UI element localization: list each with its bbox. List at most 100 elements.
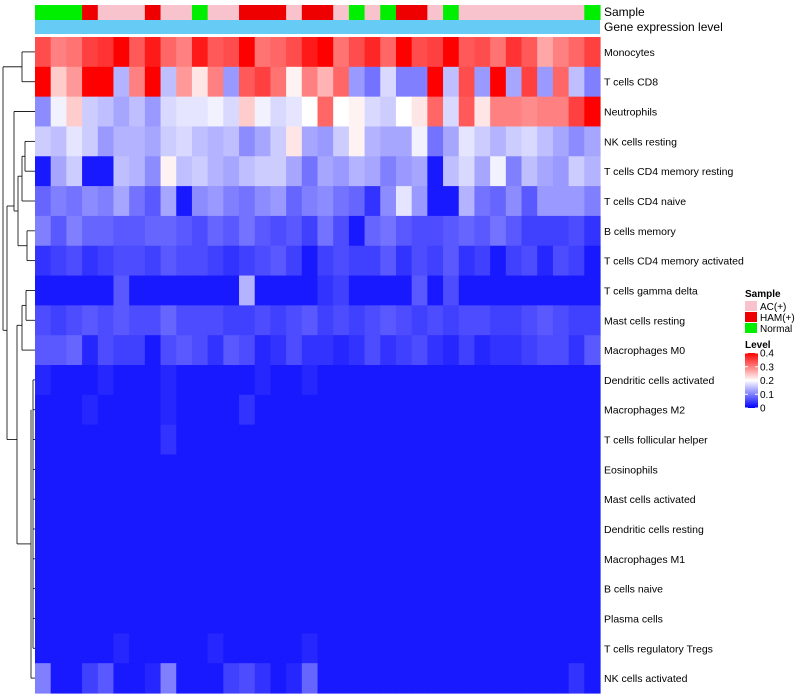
heatmap-cell <box>97 186 115 217</box>
heatmap-cell <box>521 186 538 217</box>
heatmap-cell <box>333 633 350 664</box>
heatmap-cell <box>411 126 428 157</box>
heatmap-cell <box>458 66 476 98</box>
heatmap-cell <box>207 573 224 605</box>
heatmap-cell <box>113 215 130 247</box>
heatmap-cell <box>66 454 83 485</box>
heatmap-cell <box>458 96 476 128</box>
heatmap-cell <box>458 394 476 426</box>
heatmap-cell <box>207 96 224 128</box>
heatmap-cell <box>223 633 240 664</box>
heatmap-cell <box>207 156 224 187</box>
heatmap-cell <box>254 454 272 485</box>
heatmap-cell <box>443 186 460 217</box>
heatmap-cell <box>584 305 601 336</box>
heatmap-cell <box>301 454 319 485</box>
heatmap-cell <box>50 454 67 485</box>
heatmap-cell <box>50 484 67 515</box>
heatmap-cell <box>317 514 334 545</box>
heatmap-cell <box>411 156 428 187</box>
heatmap-cell <box>129 275 146 306</box>
heatmap-cell <box>505 335 523 366</box>
heatmap-cell <box>191 96 209 128</box>
heatmap-cell <box>505 633 523 664</box>
heatmap-cell <box>552 156 570 187</box>
heatmap-cell <box>348 484 366 515</box>
heatmap-cell <box>223 245 240 277</box>
heatmap-cell <box>50 514 67 545</box>
heatmap-cell <box>160 603 177 634</box>
heatmap-cell <box>443 37 460 68</box>
heatmap-cell <box>490 126 507 157</box>
heatmap-cell <box>207 424 224 456</box>
heatmap-cell <box>223 335 240 366</box>
heatmap-cell <box>505 66 523 98</box>
heatmap-cell <box>395 275 413 306</box>
heatmap-cell <box>505 215 523 247</box>
heatmap-cell <box>191 424 209 456</box>
heatmap-cell <box>35 514 52 545</box>
heatmap-cell <box>270 663 287 694</box>
heatmap-cell <box>35 663 52 694</box>
heatmap-cell <box>254 96 272 128</box>
heatmap-cell <box>395 633 413 664</box>
heatmap-cell <box>301 543 319 575</box>
heatmap-cell <box>474 245 491 277</box>
heatmap-cell <box>317 394 334 426</box>
heatmap-cell <box>191 365 209 396</box>
heatmap-cell <box>552 424 570 456</box>
sample-annotation-cell <box>552 5 570 20</box>
heatmap-cell <box>364 543 381 575</box>
heatmap-cell <box>568 156 585 187</box>
heatmap-cell <box>317 37 334 68</box>
heatmap-cell <box>490 603 507 634</box>
heatmap-cell <box>427 96 444 128</box>
heatmap-cell <box>270 96 287 128</box>
sample-annotation-cell <box>239 5 256 20</box>
heatmap-cell <box>458 37 476 68</box>
heatmap-cell <box>50 156 67 187</box>
heatmap-cell <box>35 543 52 575</box>
heatmap-cell <box>427 514 444 545</box>
sample-annotation-cell <box>97 5 115 20</box>
sample-annotation-cell <box>301 5 319 20</box>
sample-annotation-cell <box>364 5 381 20</box>
heatmap-cell <box>427 335 444 366</box>
sample-annotation-cell <box>568 5 585 20</box>
heatmap-cell <box>82 663 99 694</box>
heatmap-cell <box>270 126 287 157</box>
heatmap-cell <box>270 543 287 575</box>
heatmap-cell <box>584 66 601 98</box>
heatmap-cell <box>35 365 52 396</box>
heatmap-cell <box>270 484 287 515</box>
row-label: Eosinophils <box>604 464 658 476</box>
heatmap-cell <box>113 186 130 217</box>
heatmap-cell <box>537 245 554 277</box>
heatmap-cell <box>239 215 256 247</box>
heatmap-cell <box>160 66 177 98</box>
heatmap-cell <box>317 573 334 605</box>
heatmap-cell <box>113 603 130 634</box>
heatmap-cell <box>364 573 381 605</box>
heatmap-cell <box>584 365 601 396</box>
heatmap-cell <box>82 484 99 515</box>
heatmap-cell <box>584 275 601 306</box>
heatmap-cell <box>380 633 397 664</box>
heatmap-cell <box>474 365 491 396</box>
heatmap-cell <box>568 245 585 277</box>
heatmap-cell <box>364 215 381 247</box>
heatmap-cell <box>537 603 554 634</box>
heatmap-cell <box>286 484 303 515</box>
heatmap-cell <box>144 275 162 306</box>
heatmap-cell <box>584 573 601 605</box>
row-label: Monocytes <box>604 47 655 59</box>
heatmap-cell <box>505 573 523 605</box>
heatmap-cell <box>144 484 162 515</box>
heatmap-cell <box>270 514 287 545</box>
heatmap-cell <box>443 394 460 426</box>
sample-annotation-cell <box>380 5 397 20</box>
heatmap-cell <box>176 424 193 456</box>
heatmap-cell <box>254 186 272 217</box>
heatmap-cell <box>254 484 272 515</box>
heatmap-cell <box>97 365 115 396</box>
